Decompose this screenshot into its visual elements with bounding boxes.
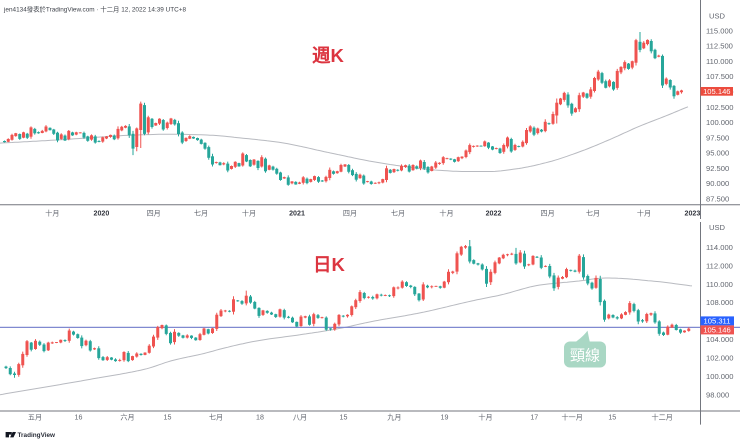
svg-text:週K: 週K xyxy=(312,45,345,66)
svg-text:110.000: 110.000 xyxy=(706,57,733,66)
svg-text:115.000: 115.000 xyxy=(706,26,733,35)
svg-text:102.000: 102.000 xyxy=(706,354,733,363)
svg-text:六月: 六月 xyxy=(120,412,134,421)
svg-text:十月: 十月 xyxy=(242,209,256,218)
svg-text:USD: USD xyxy=(709,11,726,20)
svg-text:頸線: 頸線 xyxy=(570,348,600,365)
svg-text:104.000: 104.000 xyxy=(706,335,733,344)
svg-text:112.500: 112.500 xyxy=(706,42,733,51)
svg-text:108.000: 108.000 xyxy=(706,298,733,307)
svg-text:八月: 八月 xyxy=(293,413,307,421)
svg-text:七月: 七月 xyxy=(586,209,600,218)
svg-text:十二月: 十二月 xyxy=(652,412,673,421)
svg-text:五月: 五月 xyxy=(28,413,42,421)
svg-text:2020: 2020 xyxy=(94,210,110,218)
svg-text:105.311: 105.311 xyxy=(704,316,731,325)
svg-text:七月: 七月 xyxy=(194,209,208,218)
svg-text:95.000: 95.000 xyxy=(706,149,729,158)
svg-text:17: 17 xyxy=(530,413,538,421)
svg-text:七月: 七月 xyxy=(209,412,223,421)
svg-text:112.000: 112.000 xyxy=(706,261,733,270)
svg-text:18: 18 xyxy=(256,413,264,421)
svg-text:TradingView: TradingView xyxy=(18,432,56,439)
svg-text:90.000: 90.000 xyxy=(706,179,729,188)
svg-text:114.000: 114.000 xyxy=(706,243,733,252)
svg-text:四月: 四月 xyxy=(147,210,161,218)
svg-text:四月: 四月 xyxy=(541,210,555,218)
svg-text:十月: 十月 xyxy=(637,209,651,218)
svg-text:日K: 日K xyxy=(313,254,346,275)
svg-text:九月: 九月 xyxy=(387,412,401,421)
svg-text:2022: 2022 xyxy=(486,210,502,218)
svg-text:97.500: 97.500 xyxy=(706,133,729,142)
svg-text:87.500: 87.500 xyxy=(706,194,729,203)
svg-text:100.000: 100.000 xyxy=(706,372,733,381)
svg-text:92.500: 92.500 xyxy=(706,164,729,173)
svg-text:15: 15 xyxy=(340,413,348,421)
svg-text:十一月: 十一月 xyxy=(562,412,583,421)
svg-text:15: 15 xyxy=(164,413,172,421)
svg-text:19: 19 xyxy=(441,413,449,421)
svg-text:16: 16 xyxy=(75,413,83,421)
svg-text:107.500: 107.500 xyxy=(706,72,733,81)
svg-text:110.000: 110.000 xyxy=(706,280,733,289)
svg-text:98.000: 98.000 xyxy=(706,390,729,399)
svg-text:七月: 七月 xyxy=(391,209,405,218)
svg-text:十月: 十月 xyxy=(439,209,453,218)
svg-text:十月: 十月 xyxy=(45,209,59,218)
svg-text:四月: 四月 xyxy=(343,210,357,218)
svg-text:100.000: 100.000 xyxy=(706,118,733,127)
svg-text:2021: 2021 xyxy=(289,210,305,218)
svg-text:105.146: 105.146 xyxy=(703,325,730,334)
svg-text:十月: 十月 xyxy=(478,412,492,421)
svg-text:jen4134發表於TradingView.com · 十二: jen4134發表於TradingView.com · 十二月 12, 2022… xyxy=(3,4,186,13)
svg-text:15: 15 xyxy=(608,413,616,421)
svg-text:102.500: 102.500 xyxy=(706,103,733,112)
svg-text:105.146: 105.146 xyxy=(703,87,730,96)
svg-text:USD: USD xyxy=(709,223,726,232)
svg-text:2023: 2023 xyxy=(685,210,701,218)
